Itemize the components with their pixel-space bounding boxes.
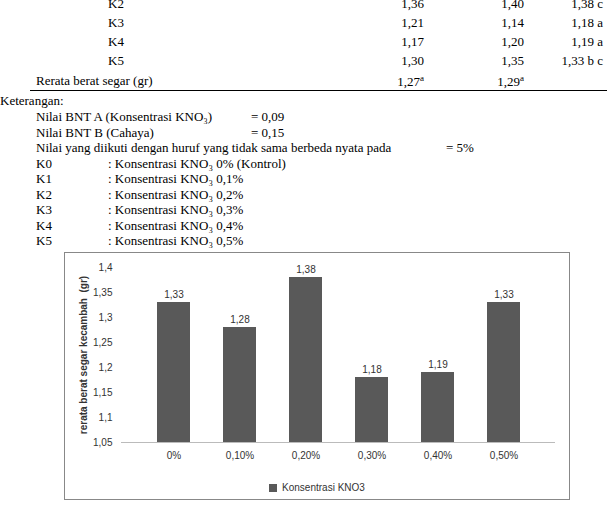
html-text:Keterangan:: Keterangan: <box>0 93 64 108</box>
html-text:= 5%: = 5% <box>446 140 474 155</box>
svg-text:1,28: 1,28 <box>230 314 250 325</box>
svg-text:0,10%: 0,10% <box>226 450 254 461</box>
html-text:: Konsentrasi KNO₃ 0,3%: : Konsentrasi KNO₃ 0,3% <box>108 202 244 217</box>
svg-text:0,40%: 0,40% <box>424 450 452 461</box>
svg-text:1,18: 1,18 <box>362 364 382 375</box>
html-text:K3: K3 <box>108 15 124 30</box>
html-text:1,29a: 1,29a <box>497 73 524 90</box>
svg-text:0%: 0% <box>167 450 182 461</box>
html-text:K0: K0 <box>36 155 52 171</box>
html-text:1,14: 1,14 <box>501 15 524 30</box>
html-text:1,19 a: 1,19 a <box>571 34 603 49</box>
svg-text:1,25: 1,25 <box>93 337 113 348</box>
html-text:1,20: 1,20 <box>501 34 524 49</box>
html-text:1,21: 1,21 <box>401 15 424 30</box>
html-text:K3: K3 <box>36 202 52 217</box>
html-text:Nilai BNT B (Cahaya): Nilai BNT B (Cahaya) <box>36 124 154 140</box>
html-text:: Konsentrasi KNO₃ 0,5%: : Konsentrasi KNO₃ 0,5% <box>108 233 244 248</box>
svg-text:1,19: 1,19 <box>428 359 448 370</box>
svg-text:1,05: 1,05 <box>93 437 113 448</box>
svg-text:1,33: 1,33 <box>164 289 184 300</box>
svg-text:1,3: 1,3 <box>99 312 113 323</box>
svg-text:rerata berat segar kecambah (: rerata berat segar kecambah (gr) <box>78 276 89 434</box>
html-text:1,17: 1,17 <box>401 34 424 49</box>
html-text:K5: K5 <box>36 233 52 248</box>
html-text:K2: K2 <box>36 186 52 202</box>
html-text:: Konsentrasi KNO₃ 0% (Kontrol: : Konsentrasi KNO₃ 0% (Kontrol) <box>108 155 286 171</box>
svg-text:1,33: 1,33 <box>494 289 514 300</box>
svg-text:1,1: 1,1 <box>99 412 113 423</box>
svg-text:1,15: 1,15 <box>93 387 113 398</box>
svg-text:1,38: 1,38 <box>296 264 316 275</box>
html-text:1,35: 1,35 <box>501 53 524 68</box>
html-text:K5: K5 <box>108 53 124 68</box>
html-text:Konsentrasi KNO3: Konsentrasi KNO3 <box>282 482 365 493</box>
html-text:: Konsentrasi KNO₃ 0,2%: : Konsentrasi KNO₃ 0,2% <box>108 186 244 202</box>
svg-text:1,4: 1,4 <box>99 262 113 273</box>
html-text:1,33 b c: 1,33 b c <box>561 53 603 68</box>
html-text:1,30: 1,30 <box>401 53 424 68</box>
html-text:= 0,09: = 0,09 <box>251 109 285 124</box>
html-text:1,18 a: 1,18 a <box>571 15 603 30</box>
svg-text:1,35: 1,35 <box>93 287 113 298</box>
html-text:1,27a: 1,27a <box>397 73 424 90</box>
html-text:: Konsentrasi KNO₃ 0,1%: : Konsentrasi KNO₃ 0,1% <box>108 171 244 186</box>
html-text:Nilai yang diikuti dengan huru: Nilai yang diikuti dengan huruf yang tid… <box>36 140 392 155</box>
svg-text:0,20%: 0,20% <box>292 450 320 461</box>
svg-text:1,2: 1,2 <box>99 362 113 373</box>
html-text:= 0,15: = 0,15 <box>251 124 285 140</box>
html-text:K4: K4 <box>36 217 52 233</box>
html-text:K4: K4 <box>108 34 124 49</box>
html-text:: Konsentrasi KNO₃ 0,4%: : Konsentrasi KNO₃ 0,4% <box>108 217 244 233</box>
svg-text:0,50%: 0,50% <box>490 450 518 461</box>
html-text:Rerata berat segar (gr): Rerata berat segar (gr) <box>36 73 153 88</box>
svg-text:0,30%: 0,30% <box>358 450 386 461</box>
html-text:K1: K1 <box>36 171 52 186</box>
html-text:Nilai BNT A (Konsentrasi KNO₃): Nilai BNT A (Konsentrasi KNO₃) <box>36 109 213 124</box>
